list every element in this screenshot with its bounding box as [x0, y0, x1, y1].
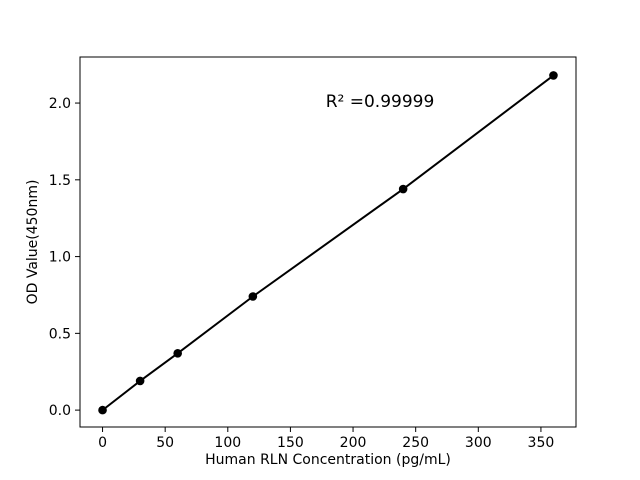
y-tick-label: 2.0 [49, 96, 71, 112]
r-squared-annotation: R² =0.99999 [326, 92, 435, 112]
data-point [173, 349, 182, 358]
data-point [248, 292, 258, 301]
y-tick-label: 1.0 [49, 250, 71, 266]
x-tick-label: 50 [156, 435, 174, 451]
y-tick-label: 1.5 [49, 173, 71, 189]
data-point [549, 71, 558, 80]
y-axis-label: OD Value(450nm) [25, 180, 41, 305]
x-tick-label: 250 [402, 435, 429, 451]
x-tick-label: 150 [277, 435, 304, 451]
x-tick-label: 350 [528, 435, 555, 451]
trend-line [101, 74, 555, 412]
data-point [98, 405, 107, 415]
plot-border [79, 56, 577, 428]
y-tick-label: 0.5 [49, 326, 71, 342]
x-tick-label: 200 [340, 435, 367, 451]
y-tick-label: 0.0 [49, 403, 71, 419]
data-point [135, 376, 145, 386]
x-tick-label: 300 [465, 435, 492, 451]
data-point [398, 184, 408, 194]
x-tick-label: 0 [98, 435, 107, 451]
x-tick-label: 100 [214, 435, 241, 451]
x-axis-label: Human RLN Concentration (pg/mL) [205, 452, 451, 468]
